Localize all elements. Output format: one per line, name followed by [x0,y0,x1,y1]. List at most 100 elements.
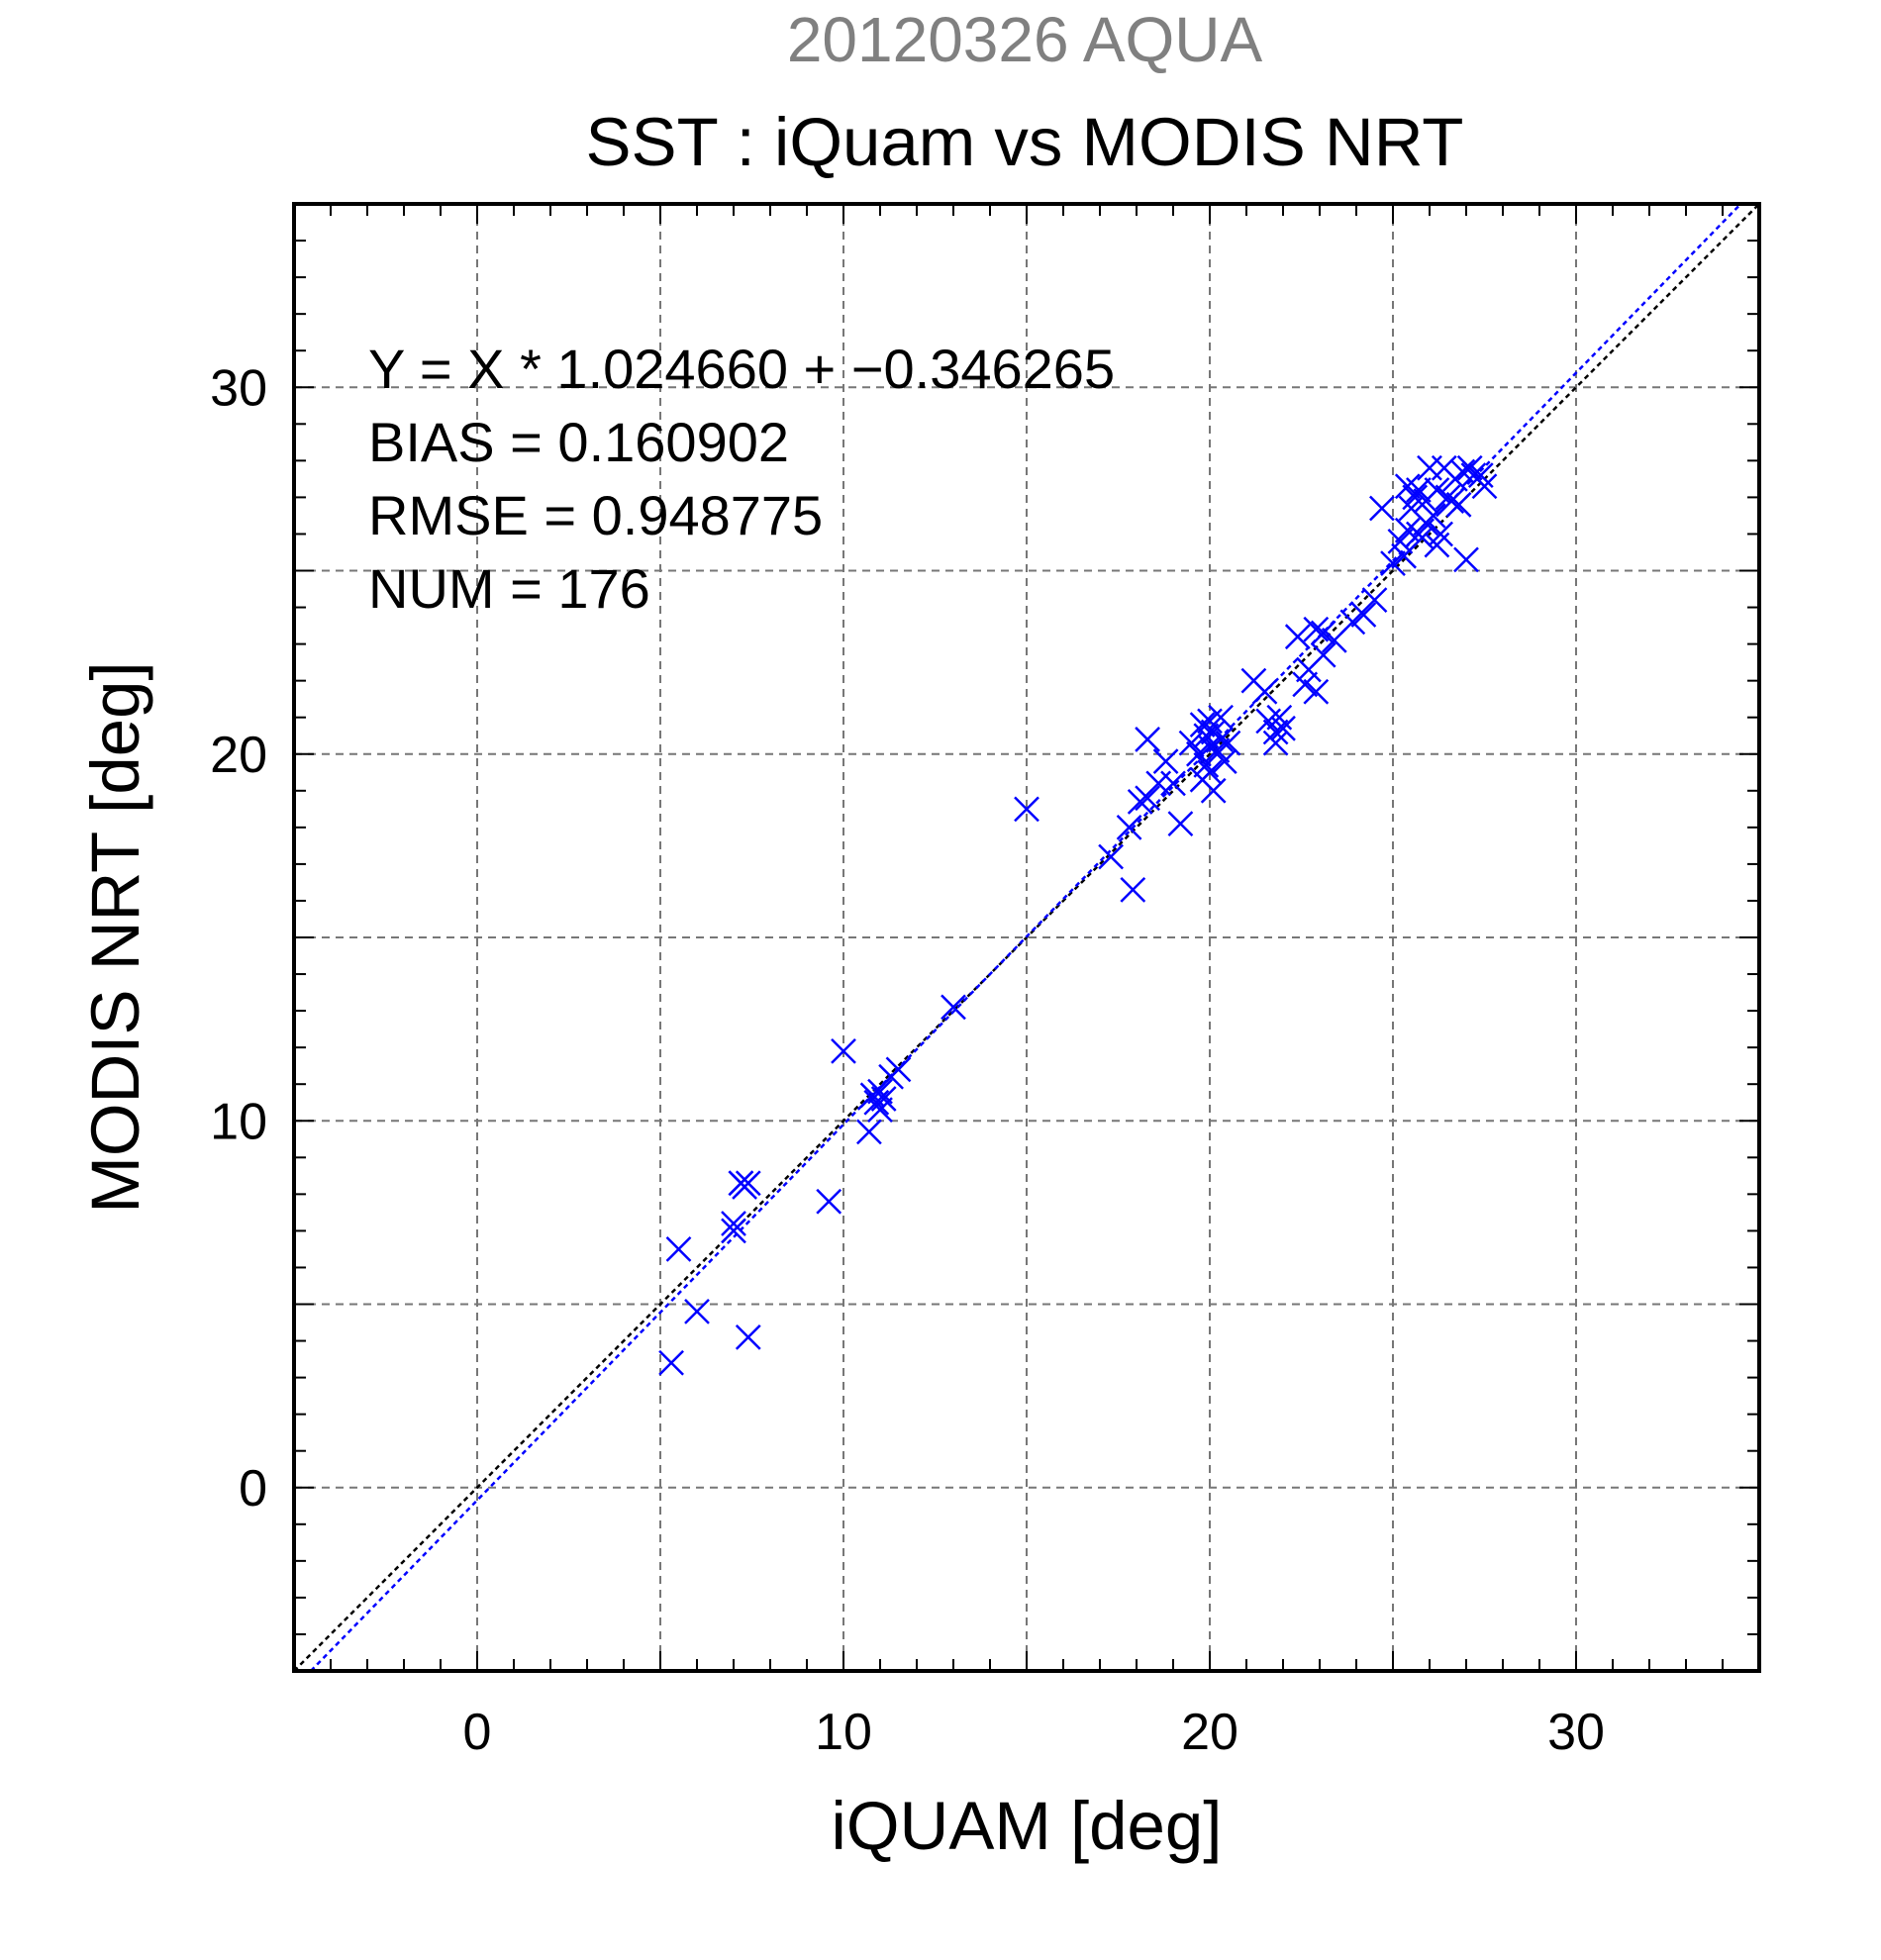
data-point-stroke [885,1056,912,1083]
data-point-stroke [1014,796,1040,823]
data-point-stroke [1369,495,1395,522]
data-point-stroke [1387,528,1414,554]
data-point [1193,751,1220,778]
data-point-stroke [1420,503,1446,529]
data-point-stroke [1211,748,1238,775]
data-point-stroke [1120,876,1146,903]
data-point-stroke [940,994,966,1021]
data-point-stroke [1339,609,1366,636]
fit-line [310,203,1742,1672]
data-point-stroke [658,1349,684,1376]
x-axis-label: iQUAM [deg] [832,1788,1223,1864]
stats-block: Y = X * 1.024660 + −0.346265 BIAS = 0.16… [368,338,1115,620]
data-point [1270,715,1296,741]
x-tick-label: 20 [1181,1704,1238,1761]
data-point [1310,641,1336,668]
y-tick-label: 0 [239,1460,267,1518]
data-point [1369,495,1395,522]
data-point [684,1299,710,1324]
data-point-stroke [1303,678,1330,705]
data-points [658,454,1498,1376]
data-point-stroke [1409,525,1436,551]
stats-rmse: RMSE = 0.948775 [368,484,823,546]
data-point-stroke [1467,462,1494,489]
data-point [1453,546,1479,573]
data-point-stroke [1200,777,1227,804]
data-point-stroke [1193,723,1220,749]
data-point [1380,550,1406,576]
data-point-stroke [1310,641,1336,668]
y-tick-label: 20 [210,727,267,784]
data-point [1456,454,1483,481]
data-point [1120,876,1146,903]
reference-lines [293,203,1760,1672]
data-point-stroke [1471,473,1498,500]
data-point [1420,503,1446,529]
data-point-stroke [1135,785,1160,812]
grid-lines [294,204,1759,1671]
data-point [735,1170,761,1197]
y-tick-label: 30 [210,359,267,417]
x-tick-label: 30 [1547,1704,1605,1761]
data-point [1208,704,1234,731]
data-point-stroke [1453,546,1479,573]
data-point-stroke [1350,602,1377,628]
data-point-stroke [1361,587,1388,614]
data-point [831,1037,856,1064]
data-point [1251,678,1278,705]
data-point-stroke [728,1170,754,1197]
data-point [1208,727,1234,752]
data-point [940,994,966,1021]
data-point-stroke [1424,477,1450,503]
data-point [816,1188,842,1215]
data-point-stroke [1266,704,1293,731]
data-point [1350,602,1377,628]
data-point [1339,609,1366,636]
data-point-stroke [1445,491,1472,518]
data-point-stroke [1270,715,1296,741]
data-point-stroke [1215,730,1241,756]
data-point [658,1349,684,1376]
data-point [721,1211,746,1236]
chart-supertitle: 20120326 AQUA [787,4,1263,75]
data-point [1292,671,1319,698]
data-point-stroke [684,1299,710,1324]
data-point [1445,491,1472,518]
data-point [885,1056,912,1083]
data-point-stroke [1152,748,1179,775]
data-point-stroke [665,1236,692,1262]
data-point-stroke [1406,477,1432,503]
data-point [665,1236,692,1262]
data-point-stroke [1251,678,1278,705]
data-point [1098,843,1124,870]
plot-frame [292,202,1761,1673]
data-point [728,1170,754,1197]
data-point [1135,727,1160,752]
data-point [856,1119,882,1145]
data-point-stroke [1310,620,1336,646]
x-tick-label: 0 [463,1704,492,1761]
data-point [1387,528,1414,554]
data-point [1438,488,1465,514]
data-point [867,1078,893,1105]
data-point [1417,454,1442,481]
data-point-stroke [1438,488,1465,514]
data-point [735,1323,761,1350]
data-point [1471,473,1498,500]
stats-fit-equation: Y = X * 1.024660 + −0.346265 [368,338,1115,400]
data-point-stroke [1208,727,1234,752]
chart-title: SST : iQuam vs MODIS NRT [586,104,1464,180]
data-point-stroke [1167,811,1194,837]
data-point [1262,719,1289,745]
y-axis-label: MODIS NRT [deg] [77,661,153,1213]
data-point-stroke [721,1211,746,1236]
data-point-stroke [1394,473,1421,500]
data-point-stroke [1303,616,1330,642]
data-point-stroke [735,1323,761,1350]
data-point-stroke [1402,484,1429,511]
data-point [1167,811,1194,837]
data-point [1135,785,1160,812]
data-point-stroke [1292,671,1319,698]
data-point-stroke [1428,521,1453,547]
